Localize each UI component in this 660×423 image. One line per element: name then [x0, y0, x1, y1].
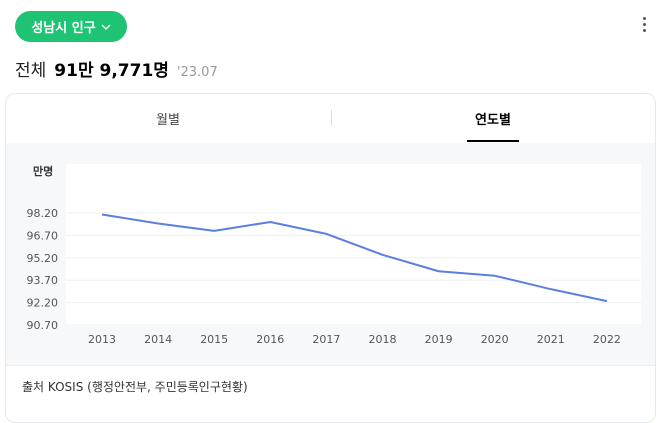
- population-line-chart: 만명 98.20 96.70 95.20 93.70 92.20 90.70 2013 20…: [27, 164, 641, 346]
- x-tick-label: 2014: [144, 333, 172, 346]
- x-tick-label: 2016: [256, 333, 284, 346]
- y-tick-label: 90.70: [27, 319, 59, 332]
- population-series-line: [101, 213, 608, 303]
- x-tick-label: 2017: [312, 333, 340, 346]
- source-text: 출처 KOSIS (행정안전부, 주민등록인구현황): [22, 380, 248, 394]
- x-tick-label: 2022: [593, 333, 621, 346]
- y-tick-label: 93.70: [27, 274, 59, 287]
- population-card: 월별 연도별 만명 98.20 96.70 95.20 93.70 92.20 90.70…: [5, 93, 656, 423]
- y-axis-unit-label: 만명: [33, 164, 53, 178]
- tab-monthly-label: 월별: [156, 112, 180, 128]
- summary-date: '23.07: [176, 65, 218, 80]
- city-dropdown-button[interactable]: 성남시 인구: [15, 11, 127, 42]
- x-tick-label: 2018: [369, 333, 397, 346]
- x-tick-label: 2015: [200, 333, 228, 346]
- summary-value: 91만 9,771명: [54, 61, 169, 81]
- tab-yearly-label: 연도별: [475, 112, 511, 128]
- y-tick-label: 95.20: [27, 252, 59, 265]
- population-summary: 전체 91만 9,771명 '23.07: [15, 56, 218, 81]
- active-tab-indicator: [467, 140, 519, 142]
- source-divider: [6, 365, 655, 366]
- x-tick-label: 2019: [425, 333, 453, 346]
- y-tick-label: 98.20: [27, 207, 59, 220]
- more-vertical-icon[interactable]: [636, 14, 652, 34]
- y-tick-label: 96.70: [27, 229, 59, 242]
- x-tick-label: 2021: [537, 333, 565, 346]
- period-tabs: 월별 연도별: [6, 94, 655, 142]
- chart-area: 만명 98.20 96.70 95.20 93.70 92.20 90.70 2013 20…: [6, 143, 655, 365]
- y-tick-label: 92.20: [27, 297, 59, 310]
- x-tick-label: 2013: [88, 333, 116, 346]
- x-tick-label: 2020: [481, 333, 509, 346]
- city-dropdown-label: 성남시 인구: [31, 21, 96, 36]
- tab-monthly[interactable]: 월별: [6, 94, 330, 142]
- tab-divider: [331, 110, 332, 126]
- summary-label: 전체: [15, 61, 47, 81]
- tab-yearly[interactable]: 연도별: [331, 94, 655, 142]
- chevron-down-icon: [101, 24, 111, 30]
